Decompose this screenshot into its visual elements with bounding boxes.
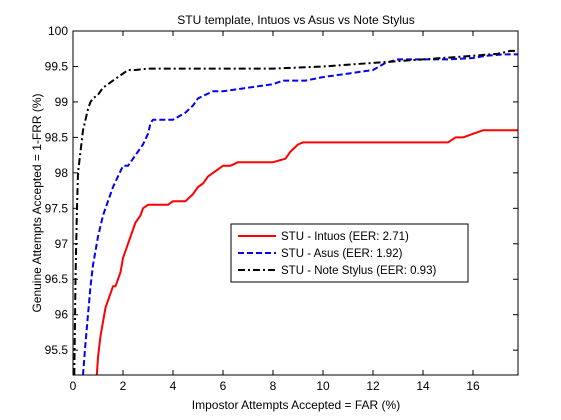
x-tick-label: 14 [416,379,430,393]
x-tick-label: 12 [366,379,380,393]
series-line-3 [73,49,518,376]
y-tick-label: 96.5 [45,272,69,286]
y-axis-label: Genuine Attempts Accepted = 1-FRR (%) [30,93,44,312]
legend-label-3: STU - Note Stylus (EER: 0.93) [281,265,436,277]
legend-label-1: STU - Intuos (EER: 2.71) [281,231,409,243]
x-tick-label: 10 [316,379,330,393]
y-tick-label: 99.5 [45,59,69,73]
tick-layer: 0 2 4 6 8 10 12 14 16 95.5 96 96.5 97 97.5 98 98.5 99 99.… [45,24,518,393]
y-tick-label: 98.5 [45,130,69,144]
y-tick-label: 95.5 [45,343,69,357]
series-line-1 [95,129,518,376]
x-tick-label: 8 [270,379,277,393]
x-tick-label: 4 [170,379,177,393]
plot-frame [72,30,519,376]
x-tick-label: 0 [70,379,77,393]
legend: STU - Intuos (EER: 2.71) STU - Asus (EER:… [230,223,469,283]
x-axis-label: Impostor Attempts Accepted = FAR (%) [192,398,400,412]
y-tick-label: 97.5 [45,201,69,215]
series-layer [73,49,518,376]
x-tick-label: 16 [466,379,480,393]
x-tick-label: 6 [220,379,227,393]
chart-title: STU template, Intuos vs Asus vs Note Sty… [177,13,414,27]
y-tick-label: 97 [55,237,69,251]
y-tick-label: 100 [48,24,68,38]
x-tick-label: 2 [120,379,127,393]
legend-label-2: STU - Asus (EER: 1.92) [281,248,403,260]
plot-area [73,31,518,375]
y-tick-label: 98 [55,166,69,180]
y-tick-label: 99 [55,95,69,109]
series-line-2 [82,53,518,376]
y-tick-label: 96 [55,308,69,322]
